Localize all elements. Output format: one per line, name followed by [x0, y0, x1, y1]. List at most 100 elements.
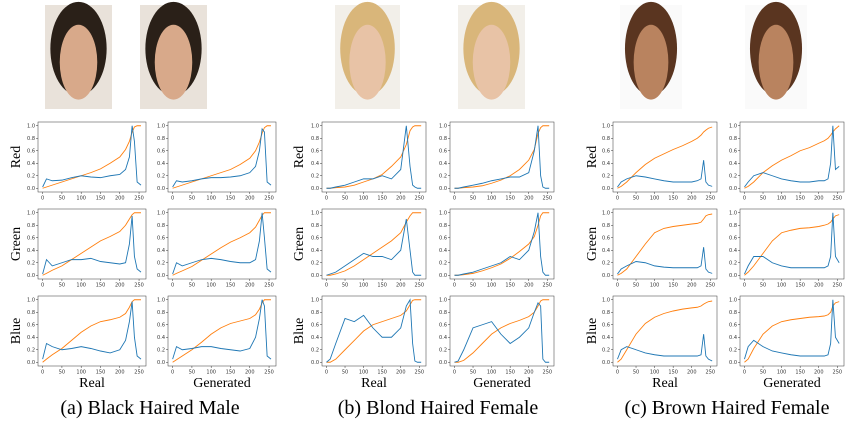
cumulative-line	[617, 214, 712, 275]
y-tick-label: 0.2	[602, 260, 610, 266]
x-tick-label: 150	[795, 283, 805, 289]
histogram-chart: 0.00.20.40.60.81.0050100150200250	[439, 122, 554, 202]
histogram-chart: 0.00.20.40.60.81.0050100150200250	[157, 296, 276, 376]
y-tick-label: 0.8	[311, 136, 319, 142]
y-tick-label: 0.0	[157, 186, 165, 192]
x-tick-label: 100	[487, 370, 497, 376]
y-tick-label: 0.4	[602, 248, 610, 254]
plot-frame	[322, 209, 426, 279]
y-tick-label: 0.0	[602, 186, 610, 192]
y-tick-label: 0.4	[157, 161, 165, 167]
y-tick-label: 0.8	[157, 223, 165, 229]
x-tick-label: 150	[377, 370, 387, 376]
y-tick-label: 0.6	[602, 322, 610, 328]
x-tick-label: 0	[171, 370, 174, 376]
x-tick-label: 150	[226, 196, 236, 202]
row-label: Green	[9, 227, 24, 261]
x-tick-label: 200	[396, 196, 406, 202]
x-tick-label: 100	[206, 283, 216, 289]
x-tick-label: 0	[41, 283, 44, 289]
cumulative-line	[173, 126, 271, 189]
x-tick-label: 100	[76, 283, 86, 289]
cumulative-line	[173, 300, 271, 363]
y-tick-label: 0.2	[157, 260, 165, 266]
y-tick-label: 0.8	[729, 223, 737, 229]
x-tick-label: 50	[760, 283, 766, 289]
x-tick-label: 250	[543, 370, 553, 376]
caption: (c) Brown Haired Female	[625, 397, 830, 419]
x-tick-label: 0	[616, 370, 619, 376]
x-tick-label: 0	[743, 283, 746, 289]
x-tick-label: 100	[206, 370, 216, 376]
histogram-line	[43, 126, 141, 187]
histogram-line	[173, 129, 271, 187]
y-tick-label: 0.0	[157, 273, 165, 279]
histogram-line	[744, 300, 839, 359]
x-tick-label: 250	[264, 196, 274, 202]
y-tick-label: 0.4	[27, 161, 35, 167]
column-label: Real	[79, 376, 105, 391]
x-tick-label: 200	[814, 283, 824, 289]
y-tick-label: 0.2	[157, 347, 165, 353]
y-tick-label: 1.0	[729, 297, 737, 303]
x-tick-label: 50	[342, 196, 348, 202]
x-tick-label: 200	[687, 196, 697, 202]
y-tick-label: 0.8	[27, 310, 35, 316]
histogram-line	[326, 219, 421, 275]
y-tick-label: 0.2	[602, 347, 610, 353]
y-tick-label: 0.2	[157, 173, 165, 179]
histogram-line	[454, 126, 549, 189]
x-tick-label: 100	[359, 196, 369, 202]
y-tick-label: 1.0	[27, 297, 35, 303]
y-tick-label: 0.8	[439, 223, 447, 229]
y-tick-label: 0.4	[27, 248, 35, 254]
x-tick-label: 50	[760, 196, 766, 202]
x-tick-label: 200	[115, 370, 125, 376]
x-tick-label: 0	[325, 196, 328, 202]
row-label: Red	[9, 146, 24, 169]
caption: (b) Blond Haired Female	[338, 397, 539, 419]
x-tick-label: 250	[415, 196, 425, 202]
y-tick-label: 0.0	[27, 273, 35, 279]
histogram-line	[326, 126, 421, 189]
x-tick-label: 50	[189, 370, 195, 376]
y-tick-label: 0.6	[439, 322, 447, 328]
plot-frame	[613, 209, 717, 279]
histogram-line	[617, 247, 712, 274]
y-tick-label: 0.8	[311, 310, 319, 316]
caption: (a) Black Haired Male	[60, 397, 239, 419]
x-tick-label: 100	[650, 370, 660, 376]
y-tick-label: 0.4	[439, 161, 447, 167]
x-tick-label: 150	[795, 196, 805, 202]
x-tick-label: 200	[687, 283, 697, 289]
x-tick-label: 150	[668, 196, 678, 202]
x-tick-label: 0	[41, 196, 44, 202]
y-tick-label: 0.2	[311, 173, 319, 179]
cumulative-line	[454, 300, 549, 363]
y-tick-label: 0.6	[157, 148, 165, 154]
x-tick-label: 250	[264, 370, 274, 376]
x-tick-label: 250	[415, 283, 425, 289]
x-tick-label: 50	[760, 370, 766, 376]
x-tick-label: 0	[453, 370, 456, 376]
x-tick-label: 200	[115, 196, 125, 202]
x-tick-label: 150	[668, 370, 678, 376]
y-tick-label: 1.0	[439, 123, 447, 129]
column-label: Generated	[473, 376, 531, 391]
x-tick-label: 150	[505, 283, 515, 289]
y-tick-label: 0.2	[439, 347, 447, 353]
y-tick-label: 1.0	[439, 297, 447, 303]
histogram-chart: 0.00.20.40.60.81.0050100150200250	[27, 209, 146, 289]
y-tick-label: 0.6	[729, 322, 737, 328]
x-tick-label: 50	[59, 370, 65, 376]
histogram-chart: 0.00.20.40.60.81.0050100150200250	[311, 209, 426, 289]
plot-frame	[740, 209, 844, 279]
y-tick-label: 1.0	[157, 123, 165, 129]
x-tick-label: 250	[706, 283, 716, 289]
plot-frame	[613, 122, 717, 192]
y-tick-label: 0.4	[311, 248, 319, 254]
cumulative-line	[173, 213, 271, 276]
y-tick-label: 0.4	[157, 335, 165, 341]
